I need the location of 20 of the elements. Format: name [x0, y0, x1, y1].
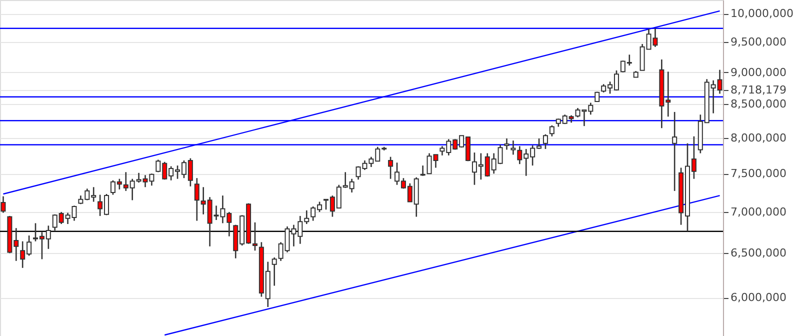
candlestick — [388, 156, 394, 180]
y-tick-label: 7,000,000 — [730, 205, 786, 218]
candlestick — [542, 134, 548, 150]
candlestick — [194, 177, 200, 222]
candlestick — [0, 196, 6, 214]
y-tick-label: 8,500,000 — [730, 98, 786, 111]
y-tick-label: 9,500,000 — [730, 36, 786, 49]
y-tick-label: 10,000,000 — [730, 7, 794, 20]
y-tick-label: 7,500,000 — [730, 167, 786, 180]
y-tick-label: 6,000,000 — [730, 291, 786, 304]
y-tick-label: 8,000,000 — [730, 131, 786, 144]
candlestick — [510, 140, 516, 156]
y-tick-label: 9,000,000 — [730, 66, 786, 79]
candlestick — [504, 138, 510, 150]
y-tick-label: 6,500,000 — [730, 246, 786, 260]
candlestick — [420, 164, 426, 176]
candlestick — [252, 222, 258, 252]
y-tick-label: 8,718,179 — [730, 83, 786, 96]
candlestick — [549, 124, 554, 138]
candlestick — [672, 111, 678, 192]
